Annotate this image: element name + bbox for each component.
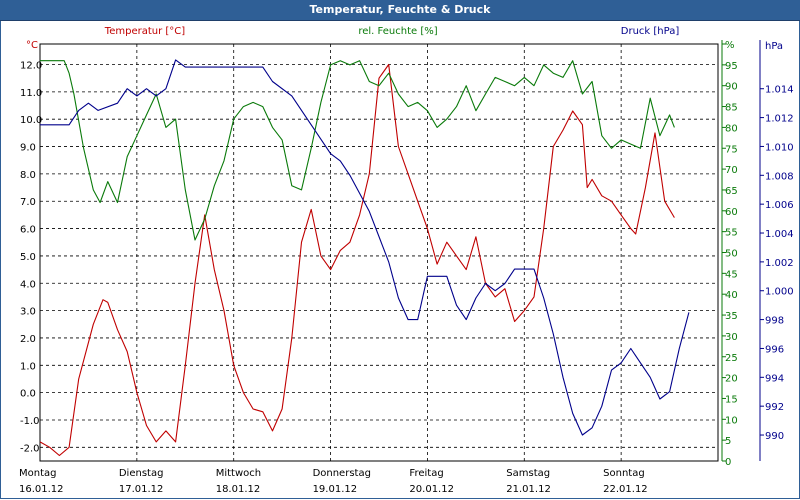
pressure-line [40, 59, 690, 436]
window-title-bar: Temperatur, Feuchte & Druck [0, 0, 800, 21]
day-date-label: 21.01.12 [506, 484, 551, 495]
humidity-tick-label: 0 [725, 457, 731, 468]
humidity-tick-label: 55 [725, 228, 738, 239]
plot-frame [39, 40, 761, 462]
temperature-tick-label: 9.0 [20, 143, 36, 154]
humidity-tick-label: 50 [725, 249, 738, 260]
day-date-label: 19.01.12 [313, 484, 358, 495]
pressure-axis-ticks: 990 992 994 996 998 1.000 1.002 1.004 1.006 1.008… [760, 41, 794, 442]
pressure-tick-label: 1.002 [765, 258, 794, 269]
humidity-tick-label: % [725, 40, 735, 51]
humidity-tick-label: 35 [725, 311, 738, 322]
temperature-tick-label: 1.0 [20, 361, 36, 372]
pressure-tick-label: 994 [765, 373, 784, 384]
humidity-tick-label: 15 [725, 394, 738, 405]
humidity-tick-label: 45 [725, 269, 738, 280]
temperature-tick-label: 10.0 [20, 115, 42, 126]
day-name-label: Samstag [506, 468, 550, 479]
humidity-tick-label: 60 [725, 207, 738, 218]
pressure-tick-label: hPa [765, 41, 783, 52]
pressure-tick-label: 1.000 [765, 287, 794, 298]
temperature-axis-ticks: 12.0 11.0 10.0 9.0 8.0 7.0 6.0 5.0 4.0 3.0 2.0 1.0 0… [20, 61, 42, 455]
day-name-label: Freitag [409, 468, 443, 479]
day-name-label: Donnerstag [313, 468, 371, 479]
temperature-tick-label: 3.0 [20, 307, 36, 318]
temperature-tick-label: 8.0 [20, 170, 36, 181]
day-date-label: 22.01.12 [603, 484, 648, 495]
pressure-tick-label: 1.008 [765, 171, 794, 182]
day-name-label: Dienstag [119, 468, 164, 479]
day-name-label: Montag [19, 468, 56, 479]
chart-grid [40, 44, 718, 461]
plot-border [39, 43, 719, 462]
pressure-tick-label: 1.014 [765, 85, 794, 96]
day-date-label: 20.01.12 [409, 484, 454, 495]
temperature-tick-label: 6.0 [20, 225, 36, 236]
day-date-label: 17.01.12 [119, 484, 164, 495]
humidity-tick-label: 75 [725, 144, 738, 155]
pressure-tick-label: 1.004 [765, 229, 794, 240]
pressure-tick-label: 990 [765, 431, 784, 442]
pressure-tick-label: 992 [765, 402, 784, 413]
humidity-tick-label: 95 [725, 61, 738, 72]
temperature-tick-label: 5.0 [20, 252, 36, 263]
temperature-line [39, 63, 675, 457]
chart-series [39, 59, 690, 457]
humidity-tick-label: 5 [725, 436, 731, 447]
day-name-label: Sonntag [603, 468, 645, 479]
temperature-tick-label: 0.0 [20, 389, 36, 400]
humidity-tick-label: 65 [725, 186, 738, 197]
temperature-tick-label: 11.0 [20, 88, 42, 99]
humidity-legend-label: rel. Feuchte [%] [358, 26, 437, 37]
temperature-unit-label: °C [26, 40, 38, 51]
temperature-tick-label: 2.0 [20, 334, 36, 345]
temperature-tick-label: 7.0 [20, 197, 36, 208]
humidity-tick-label: 20 [725, 374, 738, 385]
temperature-tick-label: 4.0 [20, 279, 36, 290]
pressure-legend-label: Druck [hPa] [621, 26, 680, 37]
temperature-tick-label: 12.0 [20, 61, 42, 72]
x-axis-day-labels: Montag 16.01.12 Dienstag 17.01.12 Mittwoch 18… [19, 468, 648, 495]
pressure-tick-label: 1.006 [765, 200, 794, 211]
window-title: Temperatur, Feuchte & Druck [309, 3, 491, 16]
day-date-label: 16.01.12 [19, 484, 64, 495]
temperature-tick-label: -2.0 [20, 443, 40, 454]
day-date-label: 18.01.12 [216, 484, 261, 495]
pressure-tick-label: 1.012 [765, 114, 794, 125]
pressure-tick-label: 998 [765, 316, 784, 327]
humidity-tick-label: 25 [725, 353, 738, 364]
humidity-tick-label: 30 [725, 332, 738, 343]
temperature-tick-label: -1.0 [20, 416, 40, 427]
humidity-axis-ticks: 0 5 10 15 20 25 30 35 40 45 50 55 60 65 70 75 80 85 90 95% [722, 40, 738, 468]
pressure-tick-label: 1.010 [765, 142, 794, 153]
humidity-tick-label: 10 [725, 415, 738, 426]
humidity-tick-label: 85 [725, 103, 738, 114]
humidity-line [40, 60, 675, 241]
pressure-tick-label: 996 [765, 344, 784, 355]
day-name-label: Mittwoch [216, 468, 261, 479]
humidity-tick-label: 40 [725, 290, 738, 301]
humidity-tick-label: 70 [725, 165, 738, 176]
humidity-tick-label: 90 [725, 82, 738, 93]
humidity-tick-label: 80 [725, 123, 738, 134]
temperature-legend-label: Temperatur [°C] [104, 26, 185, 37]
